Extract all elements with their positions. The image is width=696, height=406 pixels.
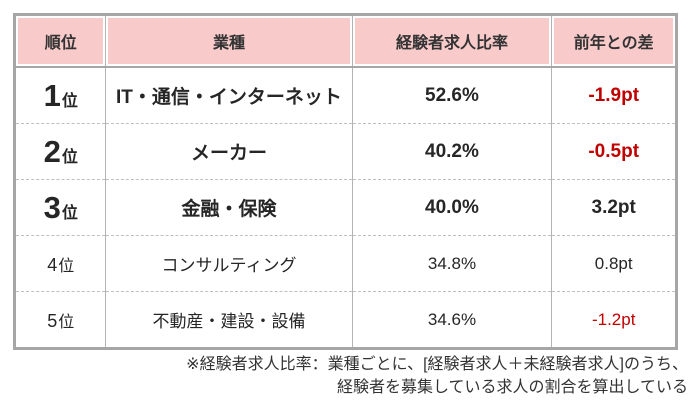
rank-number: 1 — [43, 77, 61, 113]
table-row-4: 4位 コンサルティング 34.8% 0.8pt — [14, 235, 677, 292]
table-row-3: 3位 金融・保険 40.0% 3.2pt — [14, 179, 677, 236]
industry-cell: 金融・保険 — [105, 179, 353, 236]
rank-cell: 4位 — [14, 235, 106, 292]
footnote-line-1: ※経験者求人比率：業種ごとに、[経験者求人＋未経験者求人]のうち、 — [186, 356, 688, 373]
rank-number: 2 — [43, 133, 61, 169]
industry-cell: IT・通信・インターネット — [105, 67, 353, 124]
rank-cell: 2位 — [14, 123, 106, 180]
ratio-cell: 40.2% — [351, 123, 552, 180]
table-body: 1位 IT・通信・インターネット 52.6% -1.9pt 2位 メーカー 40… — [14, 67, 677, 349]
footnote: ※経験者求人比率：業種ごとに、[経験者求人＋未経験者求人]のうち、 経験者を募集… — [186, 353, 688, 399]
diff-cell: -1.9pt — [551, 67, 677, 124]
rank-number: 3 — [43, 189, 61, 225]
table-row-5: 5位 不動産・建設・設備 34.6% -1.2pt — [14, 291, 677, 349]
diff-cell: 3.2pt — [551, 179, 677, 236]
rank-suffix: 位 — [61, 204, 78, 222]
rank-suffix: 位 — [58, 313, 75, 331]
rank-number: 5 — [47, 310, 58, 331]
rank-suffix: 位 — [58, 257, 75, 275]
industry-ranking-table: 順位 業種 経験者求人比率 前年との差 1位 IT・通信・インターネット 52.… — [13, 13, 678, 350]
diff-cell: 0.8pt — [551, 235, 677, 292]
table-row-2: 2位 メーカー 40.2% -0.5pt — [14, 123, 677, 180]
rank-suffix: 位 — [61, 92, 78, 110]
col-header-industry: 業種 — [105, 14, 353, 68]
ratio-cell: 34.6% — [351, 291, 552, 349]
col-header-ratio: 経験者求人比率 — [351, 14, 552, 68]
header-row: 順位 業種 経験者求人比率 前年との差 — [14, 14, 677, 68]
col-header-rank: 順位 — [14, 14, 106, 68]
col-header-diff: 前年との差 — [551, 14, 677, 68]
ratio-cell: 52.6% — [351, 67, 552, 124]
rank-number: 4 — [47, 254, 58, 275]
diff-cell: -0.5pt — [551, 123, 677, 180]
rank-cell: 1位 — [14, 67, 106, 124]
ratio-cell: 34.8% — [351, 235, 552, 292]
industry-cell: メーカー — [105, 123, 353, 180]
industry-cell: 不動産・建設・設備 — [105, 291, 353, 349]
rank-suffix: 位 — [61, 148, 78, 166]
ratio-cell: 40.0% — [351, 179, 552, 236]
table-row-1: 1位 IT・通信・インターネット 52.6% -1.9pt — [14, 67, 677, 124]
diff-cell: -1.2pt — [551, 291, 677, 349]
rank-cell: 5位 — [14, 291, 106, 349]
table-header: 順位 業種 経験者求人比率 前年との差 — [14, 14, 677, 68]
footnote-line-2: 経験者を募集している求人の割合を算出している — [336, 379, 688, 396]
industry-cell: コンサルティング — [105, 235, 353, 292]
rank-cell: 3位 — [14, 179, 106, 236]
